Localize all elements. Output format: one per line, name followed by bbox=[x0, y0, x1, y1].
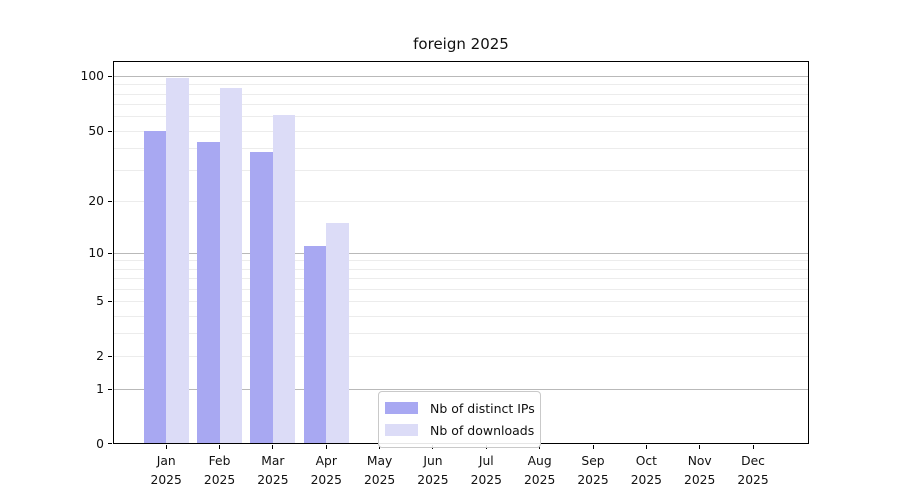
x-tick-label-month: Sep bbox=[581, 454, 605, 468]
y-tick-label: 10 bbox=[88, 245, 104, 260]
gridline-minor bbox=[113, 201, 809, 203]
x-tick-label-year: 2025 bbox=[363, 473, 396, 487]
x-tick-label-year: 2025 bbox=[203, 473, 236, 487]
gridline-minor bbox=[113, 278, 809, 280]
gridline-minor bbox=[113, 170, 809, 172]
x-tick-label: Dec 2025 bbox=[721, 452, 785, 490]
x-tick-label-month: Dec bbox=[741, 454, 765, 468]
x-tick-label-year: 2025 bbox=[470, 473, 502, 487]
y-axis-labels: 0 1 2 5 10 20 50 100 bbox=[0, 61, 104, 451]
bar-downloads bbox=[219, 87, 243, 444]
bar-downloads bbox=[166, 78, 189, 444]
x-tick-mark bbox=[699, 445, 701, 449]
y-tick-mark bbox=[108, 201, 112, 203]
legend-swatch-distinct-ips bbox=[385, 402, 418, 414]
x-tick-label-month: May bbox=[366, 454, 393, 468]
y-tick-mark bbox=[108, 76, 112, 78]
bar-distinct-ips bbox=[143, 130, 167, 444]
x-tick-label-month: Apr bbox=[315, 454, 337, 468]
y-tick-label: 50 bbox=[88, 123, 104, 138]
x-tick-label-year: 2025 bbox=[310, 473, 342, 487]
x-tick-label-month: Nov bbox=[687, 454, 712, 468]
x-tick-mark bbox=[165, 445, 167, 449]
gridline-minor bbox=[113, 260, 809, 262]
gridline-major bbox=[113, 252, 809, 254]
gridline-major bbox=[113, 388, 809, 390]
x-tick-label: Jan 2025 bbox=[134, 452, 198, 490]
gridline-minor bbox=[113, 301, 809, 303]
legend: Nb of distinct IPs Nb of downloads bbox=[378, 391, 541, 448]
y-tick-mark bbox=[108, 252, 112, 254]
x-tick-label: Jun 2025 bbox=[401, 452, 465, 490]
x-tick-label: May 2025 bbox=[348, 452, 412, 490]
x-tick-label: Mar 2025 bbox=[241, 452, 305, 490]
x-tick-label-month: Feb bbox=[208, 454, 231, 468]
x-tick-label-month: Jun bbox=[423, 454, 443, 468]
legend-label-downloads: Nb of downloads bbox=[430, 422, 535, 438]
x-tick-label-month: Jul bbox=[478, 454, 494, 468]
x-tick-label-year: 2025 bbox=[523, 473, 556, 487]
y-tick-label: 0 bbox=[96, 437, 104, 451]
chart-title: foreign 2025 bbox=[413, 35, 509, 53]
legend-item-distinct-ips: Nb of distinct IPs bbox=[385, 397, 535, 419]
y-tick-label: 100 bbox=[80, 69, 104, 84]
x-tick-label: Sep 2025 bbox=[561, 452, 625, 490]
x-tick-label-year: 2025 bbox=[630, 473, 662, 487]
gridline-minor bbox=[113, 288, 809, 290]
gridline-minor bbox=[113, 116, 809, 118]
x-tick-label-year: 2025 bbox=[150, 473, 182, 487]
bar-distinct-ips bbox=[250, 151, 273, 444]
x-tick-label-month: Jan bbox=[156, 454, 176, 468]
gridline-major bbox=[113, 76, 809, 78]
legend-item-downloads: Nb of downloads bbox=[385, 419, 535, 441]
bar-distinct-ips bbox=[303, 245, 327, 444]
gridline-minor bbox=[113, 147, 809, 149]
x-tick-label: Jul 2025 bbox=[454, 452, 518, 490]
x-tick-mark bbox=[272, 445, 274, 449]
y-tick-mark bbox=[108, 388, 112, 390]
y-tick-label: 5 bbox=[96, 294, 104, 309]
x-tick-label-month: Aug bbox=[527, 454, 552, 468]
x-tick-label: Aug 2025 bbox=[508, 452, 572, 490]
bar-downloads bbox=[326, 222, 349, 444]
x-tick-label-year: 2025 bbox=[577, 473, 609, 487]
x-tick-mark bbox=[645, 445, 647, 449]
x-tick-label: Nov 2025 bbox=[668, 452, 732, 490]
legend-swatch-downloads bbox=[385, 424, 418, 436]
x-tick-label: Feb 2025 bbox=[188, 452, 252, 490]
x-tick-label-month: Mar bbox=[261, 454, 285, 468]
x-tick-mark bbox=[325, 445, 327, 449]
x-tick-label-month: Oct bbox=[635, 454, 657, 468]
x-tick-mark bbox=[592, 445, 594, 449]
y-tick-label: 2 bbox=[96, 349, 104, 364]
gridline-minor bbox=[113, 93, 809, 95]
gridline-minor bbox=[113, 104, 809, 106]
gridline-minor bbox=[113, 315, 809, 317]
x-tick-label-year: 2025 bbox=[257, 473, 289, 487]
x-tick-label: Oct 2025 bbox=[614, 452, 678, 490]
legend-label-distinct-ips: Nb of distinct IPs bbox=[430, 400, 535, 416]
y-tick-mark bbox=[108, 301, 112, 303]
gridline-minor bbox=[113, 356, 809, 358]
bar-downloads bbox=[272, 114, 296, 444]
y-tick-label: 20 bbox=[88, 194, 104, 209]
gridline-minor bbox=[113, 268, 809, 270]
gridline-minor bbox=[113, 130, 809, 132]
y-tick-label: 1 bbox=[96, 381, 104, 396]
x-tick-label-year: 2025 bbox=[417, 473, 449, 487]
y-tick-mark bbox=[108, 130, 112, 132]
plot-area bbox=[108, 61, 809, 449]
x-tick-label: Apr 2025 bbox=[294, 452, 358, 490]
x-tick-mark bbox=[219, 445, 221, 449]
x-tick-mark bbox=[752, 445, 754, 449]
bar-distinct-ips bbox=[196, 142, 220, 444]
gridline-minor bbox=[113, 84, 809, 86]
x-tick-label-year: 2025 bbox=[684, 473, 716, 487]
gridline-minor bbox=[113, 333, 809, 335]
x-tick-label-year: 2025 bbox=[737, 473, 769, 487]
y-tick-mark bbox=[108, 443, 112, 444]
y-tick-mark bbox=[108, 356, 112, 358]
